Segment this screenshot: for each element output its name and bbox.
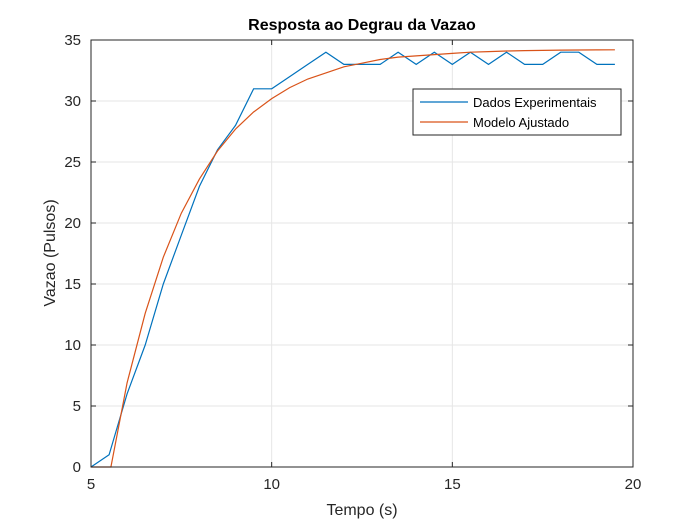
y-tick-label: 5 [73,398,81,415]
plot-frame [90,39,634,468]
y-tick-label: 30 [64,93,81,110]
y-tick-label: 25 [64,154,81,171]
grid-lines [91,40,633,467]
series-line-2 [91,49,615,468]
series-layer [90,49,615,468]
x-tick-label: 20 [625,476,642,493]
legend-entry-label: Modelo Ajustado [473,115,569,130]
x-tick-label: 5 [87,476,95,493]
y-tick-label: 0 [73,459,81,476]
y-tick-label: 10 [64,337,81,354]
chart-title: Resposta ao Degrau da Vazao [248,17,476,34]
legend: Dados Experimentais Modelo Ajustado [412,88,622,136]
x-tick-label: 15 [444,476,461,493]
legend-entry-label: Dados Experimentais [473,95,597,110]
x-tick-label: 10 [263,476,280,493]
y-tick-label: 20 [64,215,81,232]
x-axis-label: Tempo (s) [326,502,397,519]
y-tick-label: 35 [64,32,81,49]
y-tick-label: 15 [64,276,81,293]
legend-box [412,88,622,136]
y-axis-label: Vazao (Pulsos) [42,199,59,306]
